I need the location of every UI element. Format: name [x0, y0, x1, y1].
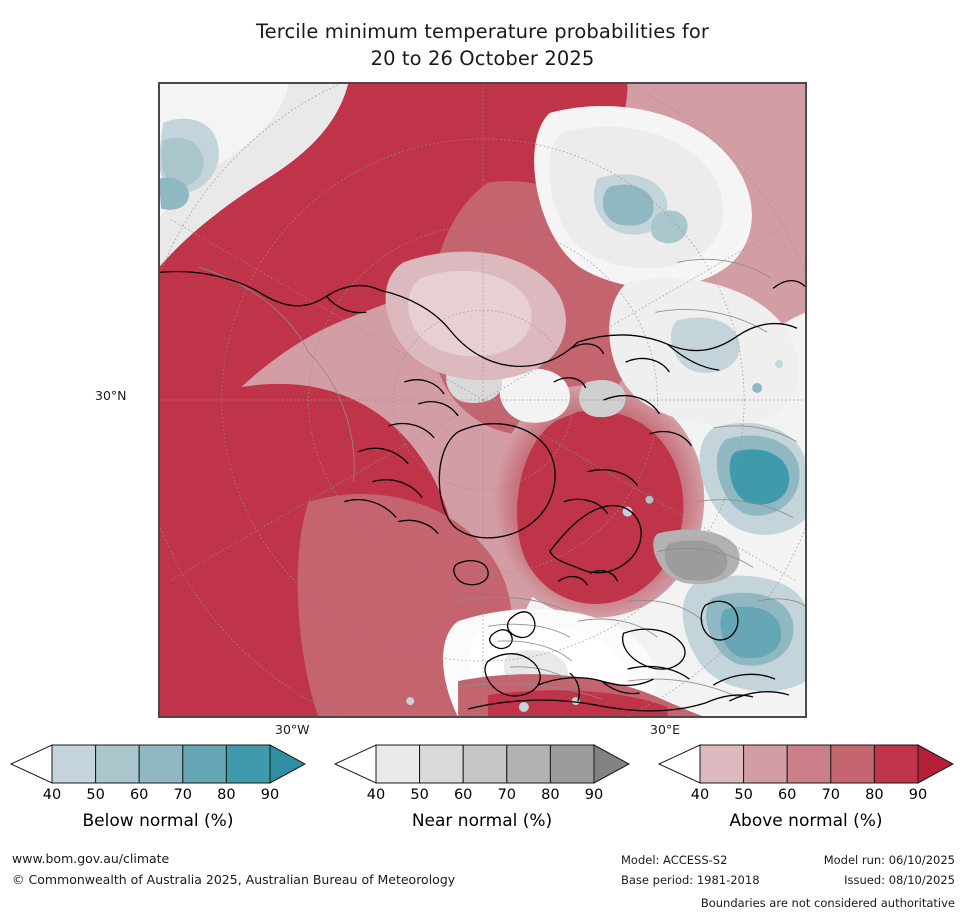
colorbar-above-caption: Above normal (%)	[729, 811, 883, 831]
colorbar-below-ticks: 40 50 60 70 80 90	[8, 787, 308, 807]
swatch-near-80	[549, 744, 595, 784]
swatch-below-under	[9, 744, 53, 784]
swatch-near-over	[593, 744, 631, 784]
tick-near-80: 80	[541, 787, 560, 803]
tick-below-50: 50	[86, 787, 105, 803]
axis-label-lat-30n: 30°N	[95, 388, 127, 403]
colorbar-above-ticks: 40 50 60 70 80 90	[656, 787, 956, 807]
colorbar-row: 40 50 60 70 80 90 Below normal (%)	[0, 742, 965, 834]
probability-map[interactable]	[159, 83, 806, 717]
colorbar-above-normal-swatches[interactable]	[656, 742, 956, 786]
tick-above-70: 70	[821, 787, 841, 803]
swatch-above-80	[873, 744, 919, 784]
swatch-near-60	[462, 744, 508, 784]
tick-below-70: 70	[173, 787, 193, 803]
swatch-near-under	[333, 744, 377, 784]
swatch-above-40	[699, 744, 745, 784]
swatch-below-70	[182, 744, 227, 784]
colorbar-near-normal[interactable]: 40 50 60 70 80 90 Near normal (%)	[332, 742, 632, 831]
model-label: Model: ACCESS-S2	[621, 853, 728, 867]
tick-below-40: 40	[42, 787, 62, 803]
swatch-below-40	[51, 744, 97, 784]
swatch-below-over	[269, 744, 307, 784]
tick-near-40: 40	[366, 787, 386, 803]
axis-label-lon-30w: 30°W	[275, 722, 310, 737]
tick-near-60: 60	[453, 787, 473, 803]
swatch-near-40	[375, 744, 421, 784]
swatch-above-60	[786, 744, 832, 784]
colorbar-below-normal-swatches[interactable]	[8, 742, 308, 786]
footer-left: www.bom.gov.au/climate © Commonwealth of…	[12, 848, 455, 890]
copyright-text: © Commonwealth of Australia 2025, Austra…	[12, 872, 456, 887]
footer-right: Model: ACCESS-S2 Model run: 06/10/2025 B…	[621, 850, 955, 913]
tick-below-90: 90	[260, 787, 280, 803]
tick-above-50: 50	[734, 787, 753, 803]
swatch-above-70	[830, 744, 875, 784]
colorbar-near-ticks: 40 50 60 70 80 90	[332, 787, 632, 807]
swatch-above-50	[743, 744, 788, 784]
tick-near-70: 70	[497, 787, 517, 803]
base-period-label: Base period: 1981-2018	[621, 873, 760, 887]
tick-above-60: 60	[777, 787, 797, 803]
colorbar-below-caption: Below normal (%)	[82, 811, 234, 831]
tick-below-80: 80	[217, 787, 236, 803]
page-title: Tercile minimum temperature probabilitie…	[0, 18, 965, 72]
tick-above-80: 80	[865, 787, 884, 803]
swatch-below-80	[225, 744, 271, 784]
footer-meta-row-1: Model: ACCESS-S2 Model run: 06/10/2025	[621, 850, 955, 870]
map-panel[interactable]	[158, 82, 807, 718]
model-run-label: Model run: 06/10/2025	[823, 853, 955, 867]
tick-above-40: 40	[690, 787, 710, 803]
colorbar-near-normal-swatches[interactable]	[332, 742, 632, 786]
colorbar-below-normal[interactable]: 40 50 60 70 80 90 Below normal (%)	[8, 742, 308, 831]
swatch-above-under	[657, 744, 701, 784]
axis-label-lon-30e: 30°E	[650, 722, 681, 737]
swatch-near-50	[419, 744, 464, 784]
swatch-below-60	[138, 744, 184, 784]
swatch-above-over	[917, 744, 955, 784]
footer: www.bom.gov.au/climate © Commonwealth of…	[0, 848, 965, 919]
footer-meta-row-2: Base period: 1981-2018 Issued: 08/10/202…	[621, 870, 955, 890]
colorbar-above-normal[interactable]: 40 50 60 70 80 90 Above normal (%)	[656, 742, 956, 831]
boundaries-note: Boundaries are not considered authoritat…	[700, 896, 955, 910]
swatch-below-50	[95, 744, 140, 784]
title-line-1: Tercile minimum temperature probabilitie…	[255, 20, 710, 43]
website-link[interactable]: www.bom.gov.au/climate	[12, 851, 170, 866]
colorbar-near-caption: Near normal (%)	[411, 811, 553, 831]
tick-below-60: 60	[129, 787, 149, 803]
issued-label: Issued: 08/10/2025	[844, 873, 955, 887]
tick-near-90: 90	[584, 787, 604, 803]
swatch-near-70	[506, 744, 551, 784]
tick-near-50: 50	[410, 787, 429, 803]
tick-above-90: 90	[908, 787, 928, 803]
title-line-2: 20 to 26 October 2025	[370, 47, 595, 70]
